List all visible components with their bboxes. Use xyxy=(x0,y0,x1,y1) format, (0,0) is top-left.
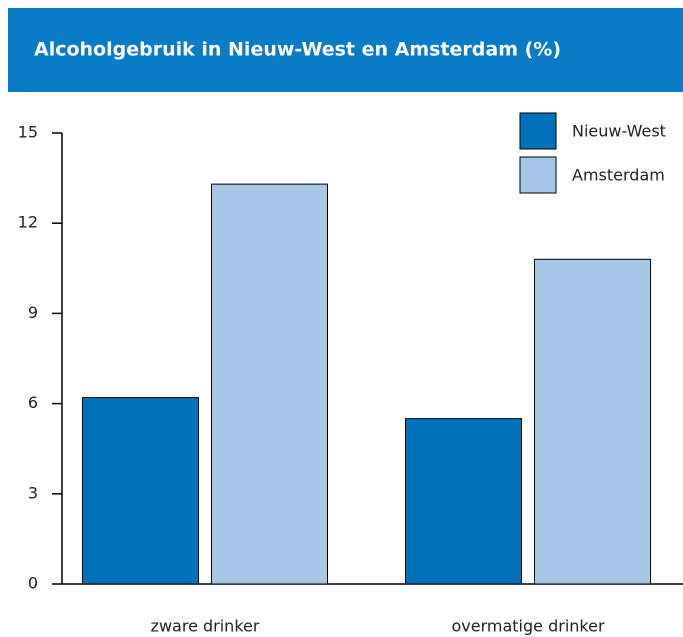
legend-swatch xyxy=(519,112,557,150)
bar xyxy=(534,258,651,585)
chart-title: Alcoholgebruik in Nieuw-West en Amsterda… xyxy=(34,39,561,61)
legend-swatch xyxy=(519,156,557,194)
x-tick-label: zware drinker xyxy=(151,617,260,636)
header-band xyxy=(8,8,683,92)
y-tick-label: 9 xyxy=(28,303,38,322)
x-tick-label: overmatige drinker xyxy=(451,617,604,636)
y-tick-label: 0 xyxy=(28,574,38,593)
bar xyxy=(405,418,522,585)
bar xyxy=(211,183,328,585)
y-tick-label: 15 xyxy=(18,123,38,142)
y-tick-label: 12 xyxy=(18,213,38,232)
bar xyxy=(82,397,199,585)
legend-label: Amsterdam xyxy=(572,166,665,185)
legend-label: Nieuw-West xyxy=(572,122,666,141)
y-tick-label: 6 xyxy=(28,393,38,412)
y-tick-label: 3 xyxy=(28,483,38,502)
